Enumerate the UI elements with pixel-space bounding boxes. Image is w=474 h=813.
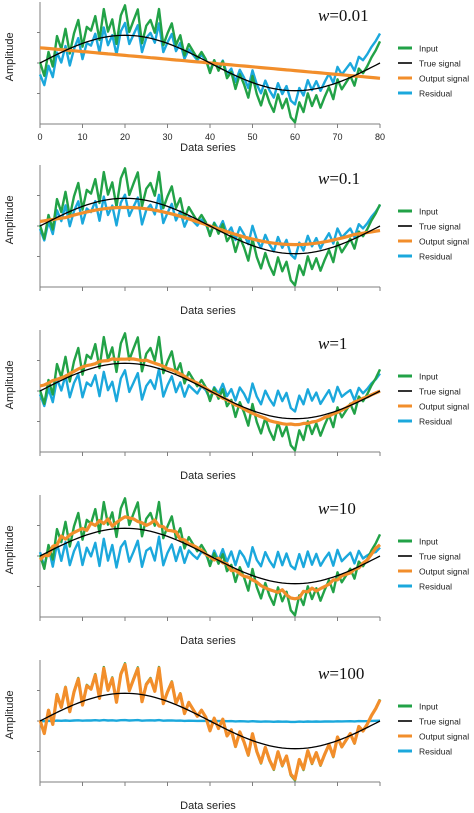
legend-label: Residual (419, 252, 452, 262)
y-axis-label: Amplitude (4, 525, 16, 574)
series-line-output-signal (38, 515, 381, 601)
x-axis-label: Data series (180, 800, 236, 812)
series-line-true-signal (39, 362, 381, 420)
legend-label: True signal (419, 59, 461, 69)
legend-label: True signal (419, 387, 461, 397)
x-tick-label: 20 (120, 132, 130, 142)
w-value-label: w=10 (318, 499, 356, 518)
w-value: =10 (329, 499, 356, 518)
x-axis-label: Data series (180, 142, 236, 154)
legend: Input True signal Output signal Residual (398, 44, 469, 99)
legend: Input True signal Output signal Residual (398, 537, 469, 592)
w-value: =1 (329, 334, 347, 353)
series-line-true-signal (39, 34, 381, 92)
w-value-label: w=100 (318, 664, 364, 683)
legend-label: True signal (419, 717, 461, 727)
legend-label: Input (419, 44, 439, 54)
w-symbol: w (318, 499, 330, 518)
x-tick-label: 0 (37, 132, 42, 142)
legend-label: Residual (419, 582, 452, 592)
x-axis-label: Data series (180, 470, 236, 482)
w-symbol: w (318, 169, 330, 188)
legend-label: Input (419, 702, 439, 712)
legend-label: True signal (419, 222, 461, 232)
x-tick-label: 50 (247, 132, 257, 142)
w-value-label: w=1 (318, 334, 347, 353)
x-tick-label: 80 (375, 132, 385, 142)
legend-label: Output signal (419, 567, 469, 577)
w-value: =0.01 (329, 6, 368, 25)
legend-label: Output signal (419, 732, 469, 742)
w-symbol: w (318, 334, 330, 353)
x-axis-label: Data series (180, 635, 236, 647)
w-symbol: w (318, 664, 330, 683)
series-line-input (38, 332, 382, 452)
chart-panel-2: Data series Amplitude w=0.1 Input True signa… (4, 165, 469, 317)
w-value: =0.1 (329, 169, 360, 188)
chart-panel-1: 0 10 20 30 40 50 60 70 80 Data series Amplitude w=0… (4, 2, 469, 154)
series-line-true-signal (39, 197, 381, 255)
chart-panel-5: Data series Amplitude w=100 Input True signa… (4, 660, 469, 812)
legend: Input True signal Output signal Residual (398, 372, 469, 427)
legend-label: Output signal (419, 74, 469, 84)
legend-label: Input (419, 207, 439, 217)
legend-label: Input (419, 372, 439, 382)
w-value-label: w=0.01 (318, 6, 369, 25)
legend-label: Residual (419, 417, 452, 427)
series-line-true-signal (39, 527, 381, 585)
chart-panel-4: Data series Amplitude w=10 Input True signal… (4, 495, 469, 647)
x-tick-label: 60 (290, 132, 300, 142)
x-tick-label: 10 (77, 132, 87, 142)
series-line-output-signal (38, 662, 382, 781)
legend-label: Output signal (419, 237, 469, 247)
w-symbol: w (318, 6, 330, 25)
legend: Input True signal Output signal Residual (398, 207, 469, 262)
legend-label: Output signal (419, 402, 469, 412)
y-axis-label: Amplitude (4, 195, 16, 244)
series-line-input (38, 167, 382, 287)
y-axis-label: Amplitude (4, 690, 16, 739)
x-axis-label: Data series (180, 305, 236, 317)
x-tick-label: 30 (162, 132, 172, 142)
series-line-input (38, 4, 382, 124)
y-axis-label: Amplitude (4, 360, 16, 409)
legend: Input True signal Output signal Residual (398, 702, 469, 757)
legend-label: Residual (419, 89, 452, 99)
chart-panel-3: Data series Amplitude w=1 Input True signal O… (4, 330, 469, 482)
x-tick-label: 40 (205, 132, 215, 142)
w-value: =100 (329, 664, 364, 683)
w-value-label: w=0.1 (318, 169, 360, 188)
y-axis-label: Amplitude (4, 32, 16, 81)
legend-label: True signal (419, 552, 461, 562)
series-line-input (38, 497, 382, 617)
legend-label: Input (419, 537, 439, 547)
x-tick-label: 70 (332, 132, 342, 142)
series-line-true-signal (39, 692, 381, 750)
legend-label: Residual (419, 747, 452, 757)
